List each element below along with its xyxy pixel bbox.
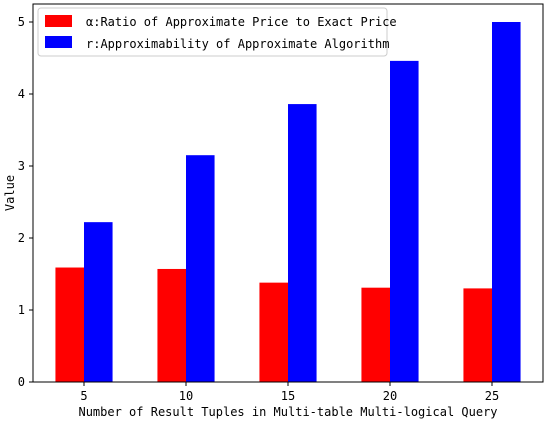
legend-swatch-r (45, 36, 72, 48)
x-tick-label-20: 20 (383, 389, 397, 403)
y-tick-label-3: 3 (18, 159, 25, 173)
x-tick-label-10: 10 (179, 389, 193, 403)
bar-series2-25 (492, 22, 521, 382)
bar-series2-10 (186, 155, 215, 382)
y-axis-ticks: 0 1 2 3 4 5 (18, 15, 33, 389)
legend-label-alpha: α:Ratio of Approximate Price to Exact Pr… (86, 15, 397, 29)
bar-series2-5 (84, 222, 113, 382)
x-tick-label-5: 5 (80, 389, 87, 403)
y-tick-label-5: 5 (18, 15, 25, 29)
bar-series1-10 (157, 268, 186, 382)
bar-series2-20 (390, 60, 419, 382)
legend-box (37, 7, 388, 57)
bar-series1-5 (55, 267, 84, 382)
bars-layer (55, 22, 521, 382)
y-tick-label-1: 1 (18, 303, 25, 317)
x-tick-label-15: 15 (281, 389, 295, 403)
bar-series1-25 (463, 288, 492, 382)
legend-label-r: r:Approximability of Approximate Algorit… (86, 37, 389, 51)
bar-series2-15 (288, 104, 317, 382)
legend: α:Ratio of Approximate Price to Exact Pr… (37, 7, 397, 57)
y-tick-label-4: 4 (18, 87, 25, 101)
y-axis-title: Value (3, 175, 17, 211)
x-axis-ticks: 5 10 15 20 25 (80, 382, 499, 403)
bar-series1-20 (361, 287, 390, 382)
legend-swatch-alpha (45, 15, 72, 27)
x-axis-title: Number of Result Tuples in Multi-table M… (78, 405, 497, 419)
y-tick-label-2: 2 (18, 231, 25, 245)
bar-series1-15 (259, 282, 288, 382)
x-tick-label-25: 25 (485, 389, 499, 403)
plot-frame (32, 3, 544, 383)
y-tick-label-0: 0 (18, 375, 25, 389)
